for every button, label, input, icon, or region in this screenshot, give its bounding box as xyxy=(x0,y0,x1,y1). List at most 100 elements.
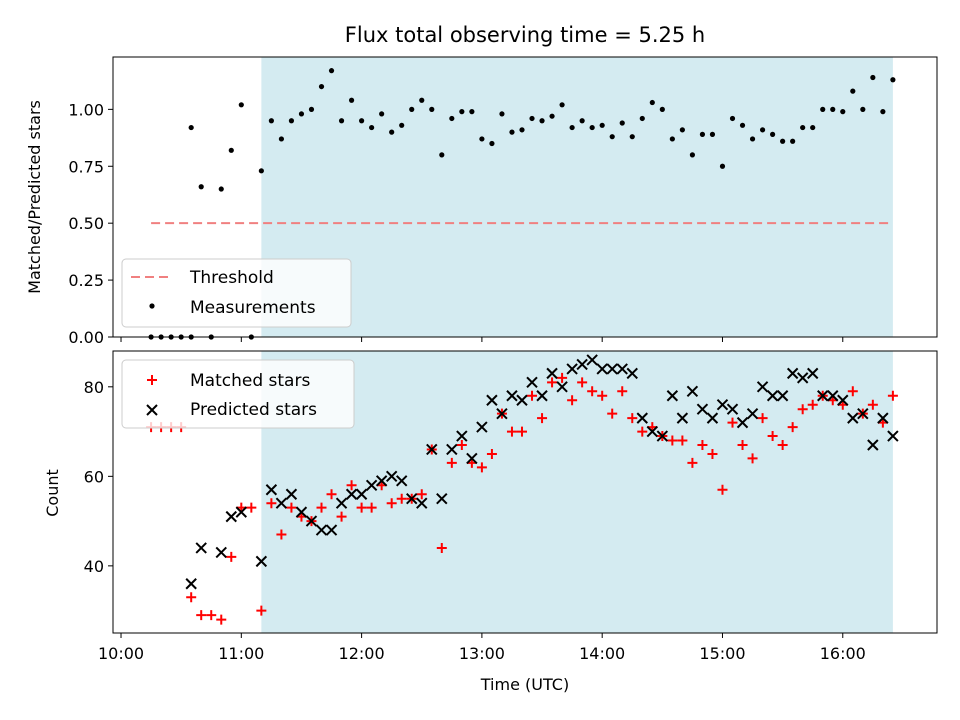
bottom-x-point xyxy=(275,497,288,509)
top-dot-point xyxy=(609,134,615,140)
bottom-plus-point xyxy=(737,440,748,450)
top-dot-point xyxy=(419,97,425,103)
top-dot-point xyxy=(539,118,545,124)
bottom-plus-point xyxy=(516,426,527,437)
top-dot-point xyxy=(379,111,385,117)
bottom-plus-point xyxy=(346,480,357,491)
bottom-x-point xyxy=(295,506,308,518)
bottom-plus-point xyxy=(797,404,808,415)
bottom-x-point xyxy=(756,381,769,393)
top-observing-window xyxy=(261,57,893,337)
top-dot-point xyxy=(409,106,415,112)
bottom-plus-point xyxy=(577,377,588,388)
top-dot-point xyxy=(860,106,866,112)
legend-matched-swatch xyxy=(147,375,157,385)
top-dot-point xyxy=(770,131,776,137)
top-dot-point xyxy=(890,77,896,83)
bottom-x-point xyxy=(315,524,328,536)
bottom-plus-point xyxy=(356,502,367,513)
bottom-x-point xyxy=(526,376,538,389)
bottom-plus-point xyxy=(226,551,237,562)
top-dot-point xyxy=(228,147,234,153)
top-y-tick-label: 0.25 xyxy=(68,271,104,290)
bottom-x-point xyxy=(395,475,408,487)
top-dot-point xyxy=(840,109,846,115)
bottom-x-point xyxy=(566,363,578,375)
bottom-plus-point xyxy=(777,440,788,450)
top-dot-point xyxy=(328,68,335,74)
bottom-plus-point xyxy=(787,422,798,433)
bottom-legend-box xyxy=(121,359,355,429)
top-dot-point xyxy=(479,136,485,142)
top-dot-point xyxy=(649,99,655,106)
bottom-x-point xyxy=(406,493,418,505)
top-dot-point xyxy=(509,129,515,135)
bottom-x-point xyxy=(335,497,348,509)
bottom-plus-point xyxy=(476,462,487,473)
bottom-axes-frame xyxy=(112,350,938,634)
top-legend-box xyxy=(121,258,352,328)
bottom-plus-point xyxy=(396,493,407,504)
bottom-x-point xyxy=(817,390,829,402)
top-dot-point xyxy=(439,152,445,158)
bottom-x-point xyxy=(305,515,318,527)
bottom-x-point xyxy=(766,390,779,402)
bottom-plus-point xyxy=(887,390,898,401)
bottom-plus-point xyxy=(767,431,778,442)
bottom-x-point xyxy=(847,412,859,424)
x-tick-label: 14:00 xyxy=(579,644,625,663)
top-dot-point xyxy=(188,124,194,131)
bottom-plus-point xyxy=(617,386,628,397)
top-y-tick-label: 0.50 xyxy=(68,214,104,233)
bottom-x-point xyxy=(365,479,378,491)
bottom-x-point xyxy=(646,425,659,438)
bottom-plus-point xyxy=(336,511,347,522)
top-y-axis-label: Matched/Predicted stars xyxy=(25,100,44,294)
bottom-x-point xyxy=(656,430,669,442)
top-dot-point xyxy=(559,102,565,108)
top-y-tick-label: 1.00 xyxy=(68,100,104,119)
bottom-plus-point xyxy=(667,435,678,446)
bottom-plus-point xyxy=(486,448,497,459)
bottom-plus-point xyxy=(436,542,447,553)
top-dot-point xyxy=(759,127,766,133)
x-tick-label: 15:00 xyxy=(699,644,745,663)
top-dot-point xyxy=(589,124,595,131)
x-tick-label: 10:00 xyxy=(98,644,144,663)
top-dot-point xyxy=(719,163,726,169)
bottom-x-point xyxy=(506,390,518,402)
top-dot-point xyxy=(780,138,786,144)
top-dot-point xyxy=(800,124,806,131)
top-dot-point xyxy=(599,122,605,128)
bottom-plus-point xyxy=(597,390,608,401)
top-y-tick-label: 0.00 xyxy=(68,328,104,347)
top-dot-point xyxy=(579,118,585,124)
bottom-x-point xyxy=(706,412,719,424)
bottom-x-point xyxy=(877,412,889,424)
top-axes-frame xyxy=(112,56,938,338)
x-tick-label: 11:00 xyxy=(218,644,264,663)
bottom-x-point xyxy=(576,358,588,371)
bottom-plus-point xyxy=(326,489,337,500)
bottom-x-point xyxy=(416,497,428,509)
bottom-x-point xyxy=(225,510,237,523)
x-tick-label: 16:00 xyxy=(820,644,866,663)
bottom-x-point xyxy=(426,443,438,456)
bottom-x-point xyxy=(786,367,799,380)
bottom-x-point xyxy=(546,367,558,380)
top-dot-point xyxy=(729,115,736,122)
bottom-x-point xyxy=(446,443,458,456)
bottom-plus-point xyxy=(717,484,728,495)
bottom-plus-point xyxy=(386,498,397,509)
top-dot-point xyxy=(238,102,244,108)
bottom-plus-point xyxy=(366,502,377,513)
top-dot-point xyxy=(629,134,635,140)
legend-predicted-label: Predicted stars xyxy=(190,400,317,420)
bottom-x-point xyxy=(385,470,398,483)
bottom-x-point xyxy=(436,493,448,505)
bottom-plus-point xyxy=(316,502,327,513)
bottom-plus-point xyxy=(547,377,558,388)
top-y-tick-label: 0.75 xyxy=(68,157,104,176)
bottom-x-point xyxy=(345,488,358,500)
top-dot-point xyxy=(318,83,325,90)
